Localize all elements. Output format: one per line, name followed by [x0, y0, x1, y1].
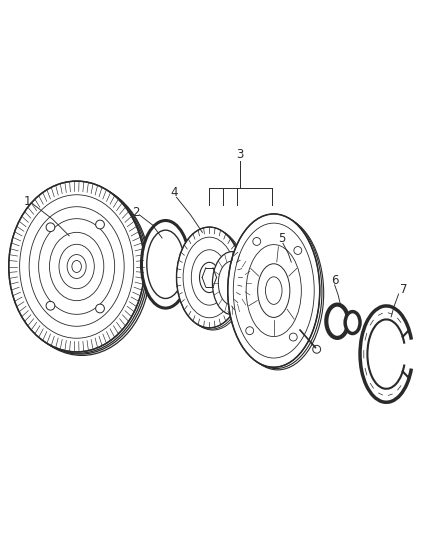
Text: 5: 5 [279, 232, 286, 245]
Ellipse shape [345, 312, 360, 334]
Text: 7: 7 [400, 283, 407, 296]
Text: 3: 3 [236, 148, 244, 161]
Ellipse shape [232, 216, 324, 370]
Ellipse shape [246, 327, 254, 335]
Ellipse shape [95, 304, 104, 313]
Ellipse shape [212, 252, 252, 314]
Ellipse shape [294, 247, 302, 254]
Ellipse shape [178, 229, 244, 329]
Ellipse shape [180, 229, 246, 330]
Ellipse shape [46, 223, 55, 232]
Ellipse shape [12, 183, 148, 354]
Ellipse shape [14, 184, 150, 356]
Ellipse shape [177, 227, 242, 328]
Ellipse shape [253, 238, 261, 245]
Text: 2: 2 [132, 206, 140, 219]
Ellipse shape [141, 221, 190, 308]
Text: 4: 4 [170, 187, 177, 199]
Ellipse shape [290, 333, 297, 341]
Ellipse shape [9, 181, 145, 352]
Ellipse shape [326, 304, 348, 338]
Ellipse shape [147, 230, 184, 298]
Text: 6: 6 [331, 274, 338, 287]
Ellipse shape [228, 214, 320, 367]
Ellipse shape [230, 215, 322, 368]
Ellipse shape [200, 262, 219, 293]
Ellipse shape [46, 301, 55, 310]
Ellipse shape [95, 220, 104, 229]
Ellipse shape [313, 345, 321, 353]
Text: 1: 1 [24, 195, 32, 208]
Ellipse shape [11, 182, 146, 353]
